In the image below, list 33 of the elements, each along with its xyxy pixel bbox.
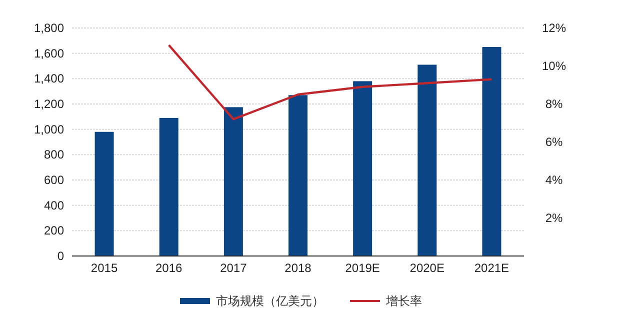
bar — [224, 107, 243, 256]
y-tick-label: 1,200 — [34, 97, 64, 111]
line-series — [168, 44, 493, 120]
bar — [159, 118, 178, 256]
y-tick-label: 1,000 — [34, 122, 64, 136]
y-tick-label: 0 — [57, 249, 64, 263]
y-tick-label: 200 — [44, 224, 64, 238]
y-tick-label: 1,400 — [34, 72, 64, 86]
x-tick-label: 2016 — [156, 261, 183, 275]
x-tick-label: 2015 — [90, 261, 118, 275]
bar — [353, 81, 372, 256]
y-tick-label: 400 — [44, 198, 64, 212]
x-tick-label: 2020E — [410, 261, 444, 275]
legend-label: 增长率 — [385, 294, 422, 308]
y-tick-label: 1,600 — [34, 46, 64, 60]
bar — [288, 95, 308, 256]
x-tick-label: 2021E — [474, 261, 510, 275]
bar — [482, 47, 502, 256]
y2-tick-label: 4% — [545, 173, 563, 187]
bar — [94, 132, 114, 256]
y2-tick-label: 2% — [545, 211, 563, 225]
y2-tick-label: 12% — [542, 21, 566, 35]
y-tick-label: 800 — [44, 148, 64, 162]
y2-tick-label: 10% — [542, 59, 566, 73]
bar — [418, 64, 437, 256]
y-tick-label: 600 — [44, 173, 64, 187]
x-tick-label: 2018 — [284, 261, 312, 275]
y2-tick-label: 6% — [545, 135, 563, 149]
x-tick-label: 2017 — [220, 261, 248, 275]
x-tick-label: 2019E — [345, 261, 380, 275]
y2-tick-label: 8% — [545, 97, 563, 111]
y-tick-label: 1,800 — [34, 21, 64, 35]
legend-label: 市场规模（亿美元） — [216, 294, 324, 308]
